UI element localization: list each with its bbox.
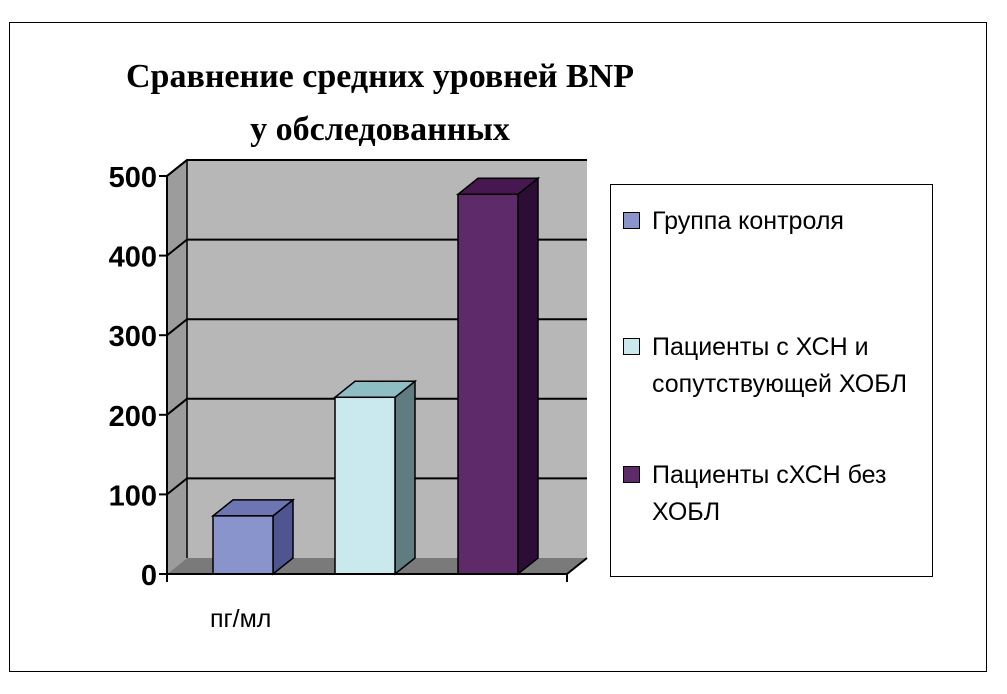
chart-title: Сравнение средних уровней BNP у обследов…: [40, 50, 720, 156]
legend-swatch-chf-copd: [623, 338, 640, 355]
chart-title-line-2: у обследованных: [250, 111, 510, 148]
y-tick-label: 300: [109, 321, 157, 353]
bar-side-2: [517, 176, 539, 576]
bar-front-2: [457, 193, 519, 575]
bar-1: [332, 379, 418, 576]
bar-front-0: [212, 515, 274, 575]
chart-legend: Группа контроля Пациенты с ХСН и сопутст…: [610, 184, 933, 577]
chart-title-line-1: Сравнение средних уровней BNP: [126, 58, 634, 95]
legend-label-chf-no-copd: Пациенты сХСН без ХОБЛ: [652, 461, 887, 526]
bar-side-1: [394, 379, 416, 576]
bar-front-1: [334, 396, 396, 575]
y-tick-label: 500: [109, 162, 157, 194]
chart-side-wall: [167, 160, 187, 574]
legend-swatch-control: [623, 212, 640, 229]
y-tick-label: 400: [109, 242, 157, 274]
y-tick-label: 0: [141, 560, 157, 592]
bar-0: [210, 498, 296, 576]
bar-2: [455, 176, 541, 576]
legend-label-control: Группа контроля: [652, 207, 844, 235]
y-tick-label: 100: [109, 480, 157, 512]
y-tick-label: 200: [109, 401, 157, 433]
legend-swatch-chf-no-copd: [623, 466, 640, 483]
x-axis-label: пг/мл: [210, 605, 272, 633]
legend-label-chf-copd: Пациенты с ХСН и сопутствующей ХОБЛ: [652, 333, 908, 398]
